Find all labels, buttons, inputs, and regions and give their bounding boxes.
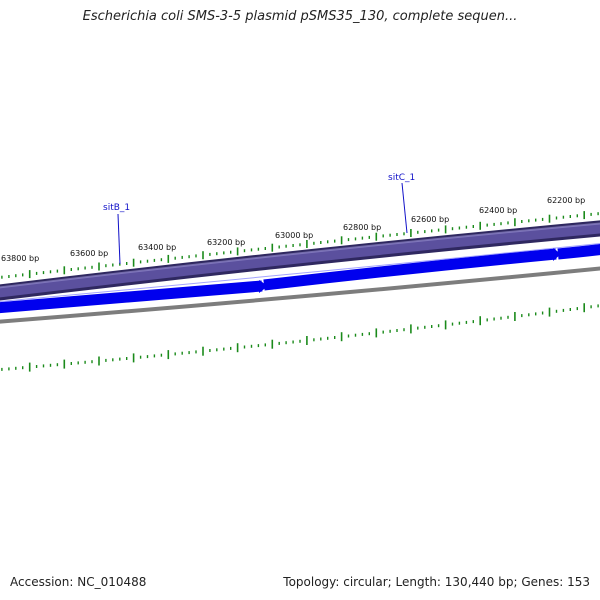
gene-arrow-2 (263, 248, 557, 291)
tick-label: 62600 bp (411, 215, 449, 224)
outer-feature-band-highlight (0, 222, 600, 289)
tick-label: 62400 bp (479, 206, 517, 215)
tick-label: 63200 bp (207, 238, 245, 247)
tick-label: 63800 bp (1, 254, 39, 263)
gene-label-sitC: sitC_1 (388, 173, 415, 183)
sitC-callout-line (401, 182, 408, 234)
tick-label: 62800 bp (343, 223, 381, 232)
gene-arrow-2-head (553, 248, 561, 261)
tick-label: 63400 bp (138, 243, 176, 252)
gene-arrow-1-head (259, 280, 268, 293)
topology-summary: Topology: circular; Length: 130,440 bp; … (283, 575, 590, 589)
sitB-callout-line (117, 213, 121, 265)
inner-tick-marks (1, 303, 599, 372)
map-title: Escherichia coli SMS-3-5 plasmid pSMS35_… (82, 9, 518, 24)
tick-label: 63000 bp (275, 231, 313, 240)
tick-label: 62200 bp (547, 196, 585, 205)
gene-arrow-edge (0, 243, 600, 303)
accession-text: Accession: NC_010488 (10, 575, 147, 589)
gene-arrow-3 (557, 244, 600, 260)
tick-label: 63600 bp (70, 249, 108, 258)
gene-label-sitB: sitB_1 (103, 203, 130, 213)
gene-arrow-1 (0, 280, 263, 314)
outer-feature-band-fill (0, 223, 600, 298)
outer-tick-marks (1, 211, 599, 279)
backbone-line (0, 266, 600, 324)
